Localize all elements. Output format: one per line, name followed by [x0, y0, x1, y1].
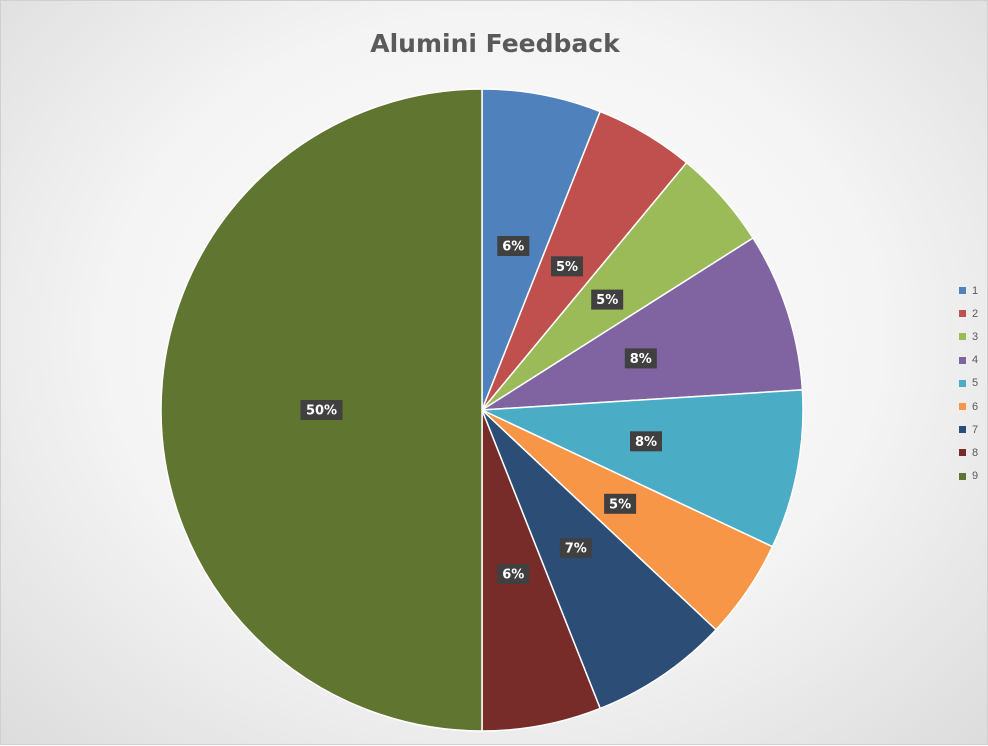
- data-label-text: 8%: [630, 352, 652, 367]
- legend-swatch: [959, 472, 966, 480]
- legend: 1 2 3 4 5 6 7 8 9: [959, 279, 987, 488]
- data-label-text: 50%: [306, 404, 337, 419]
- data-label-box: [559, 538, 592, 559]
- data-label-box: [497, 564, 530, 584]
- legend-label: 8: [972, 446, 979, 459]
- legend-swatch: [959, 379, 966, 387]
- legend-item-8: 8: [959, 441, 987, 464]
- legend-label: 4: [972, 354, 979, 367]
- chart-title: Alumini Feedback: [370, 29, 620, 58]
- data-label-box: [630, 431, 662, 452]
- pie-slice-5: [481, 389, 804, 548]
- legend-item-1: 1: [959, 279, 987, 302]
- data-label-9: 50%: [300, 400, 343, 420]
- legend-swatch: [959, 333, 966, 341]
- legend-label: 7: [972, 423, 979, 436]
- pie-slice-8: [481, 409, 602, 732]
- pie-slice-4: [481, 236, 804, 411]
- data-label-box: [624, 348, 657, 369]
- data-label-1: 6%: [497, 236, 530, 256]
- data-label-5: 8%: [630, 431, 662, 452]
- data-label-text: 5%: [596, 293, 618, 308]
- data-label-box: [300, 400, 343, 420]
- pie-slice-7: [481, 409, 718, 710]
- legend-label: 1: [972, 284, 979, 297]
- legend-item-7: 7: [959, 418, 987, 441]
- legend-swatch: [959, 426, 966, 434]
- legend-swatch: [959, 287, 966, 295]
- data-label-box: [551, 256, 583, 277]
- legend-item-6: 6: [959, 395, 987, 418]
- legend-label: 2: [972, 307, 979, 320]
- legend-swatch: [959, 356, 966, 364]
- data-label-text: 8%: [635, 435, 657, 450]
- data-label-8: 6%: [497, 564, 530, 584]
- data-label-6: 5%: [604, 493, 637, 514]
- legend-label: 9: [972, 470, 979, 483]
- legend-item-2: 2: [959, 302, 987, 325]
- data-label-text: 5%: [556, 260, 578, 275]
- legend-item-9: 9: [959, 465, 987, 488]
- data-label-box: [591, 289, 624, 310]
- pie-slice-1: [481, 88, 602, 411]
- legend-label: 6: [972, 400, 979, 413]
- legend-item-3: 3: [959, 325, 987, 348]
- legend-swatch: [959, 449, 966, 457]
- legend-label: 5: [972, 377, 979, 390]
- data-label-box: [604, 493, 637, 514]
- legend-item-5: 5: [959, 372, 987, 395]
- legend-swatch: [959, 403, 966, 411]
- data-label-text: 6%: [502, 568, 524, 583]
- data-label-box: [497, 236, 530, 256]
- legend-item-4: 4: [959, 349, 987, 372]
- data-label-text: 6%: [502, 240, 524, 255]
- data-label-2: 5%: [551, 256, 583, 277]
- data-label-text: 7%: [565, 542, 587, 557]
- legend-swatch: [959, 310, 966, 318]
- data-label-3: 5%: [591, 289, 624, 310]
- data-label-4: 8%: [624, 348, 657, 369]
- data-label-7: 7%: [559, 538, 592, 559]
- legend-label: 3: [972, 330, 979, 343]
- data-label-text: 5%: [609, 497, 631, 512]
